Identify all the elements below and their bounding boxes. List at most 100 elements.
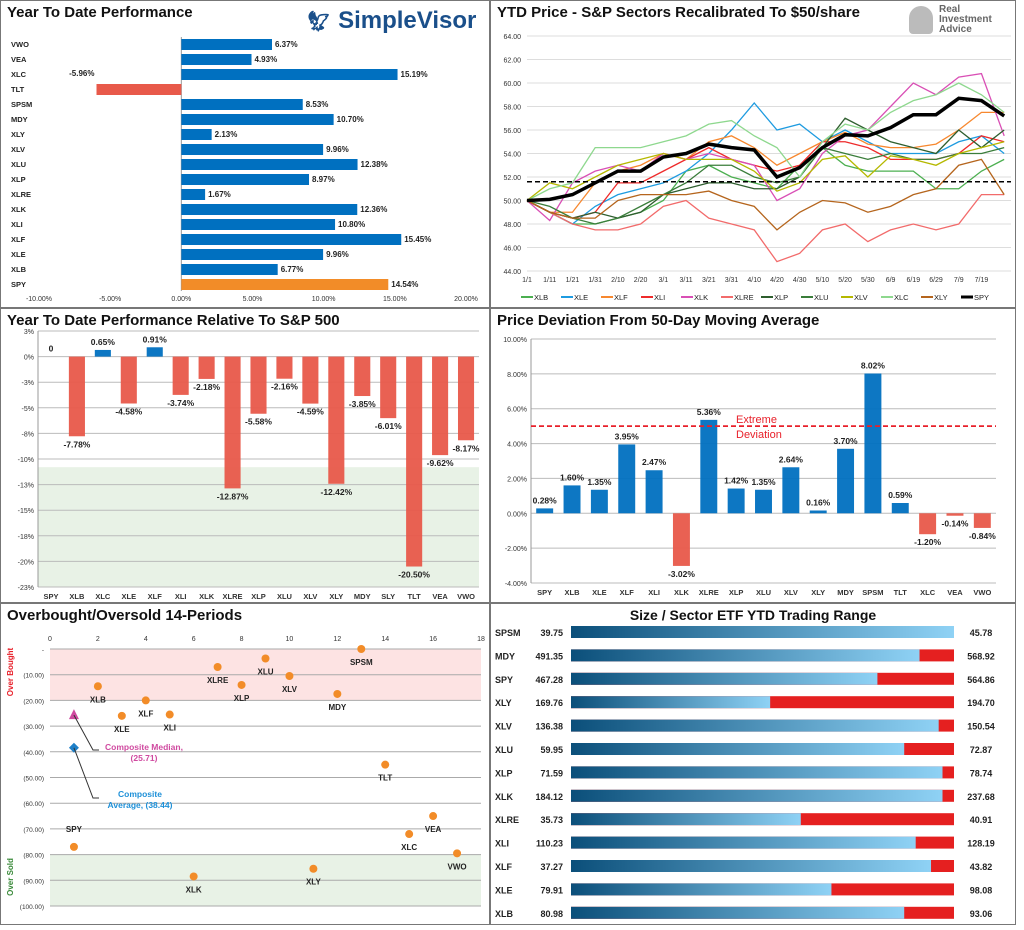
y-tick-label: -18% bbox=[18, 534, 34, 541]
low-value: 71.59 bbox=[540, 768, 563, 778]
bar bbox=[618, 444, 636, 514]
median-marker bbox=[68, 709, 79, 720]
data-label: 6.77% bbox=[281, 265, 304, 274]
ticker-label: XLU bbox=[495, 745, 513, 755]
bar bbox=[181, 219, 336, 230]
bar bbox=[891, 503, 909, 514]
data-label: 0.28% bbox=[533, 495, 558, 505]
category-label: XLC bbox=[11, 70, 27, 79]
data-label: 0 bbox=[49, 344, 54, 354]
average-label: Composite bbox=[118, 789, 162, 799]
series-line-xlre bbox=[526, 193, 1005, 263]
average-value: Average, (38.44) bbox=[108, 800, 173, 810]
chart-title: Year To Date Performance Relative To S&P… bbox=[7, 312, 340, 329]
high-value: 45.78 bbox=[970, 628, 993, 638]
x-tick-label: XLU bbox=[756, 588, 771, 597]
threshold-label: Deviation bbox=[736, 429, 782, 441]
x-tick-label: VWO bbox=[457, 592, 475, 601]
average-marker bbox=[68, 742, 79, 753]
relative-performance-panel: Year To Date Performance Relative To S&P… bbox=[0, 308, 490, 603]
bar bbox=[120, 356, 137, 404]
x-tick-label: MDY bbox=[354, 592, 371, 601]
low-value: 184.12 bbox=[535, 792, 563, 802]
point-label: TLT bbox=[378, 774, 392, 783]
category-label: XLY bbox=[11, 130, 25, 139]
point-label: SPSM bbox=[350, 658, 373, 667]
ticker-label: SPSM bbox=[495, 628, 521, 638]
x-tick-label: XLC bbox=[95, 592, 111, 601]
y-tick-label: (50.00) bbox=[23, 776, 44, 783]
data-label: -3.74% bbox=[167, 398, 194, 408]
bar bbox=[96, 84, 182, 95]
data-label: -2.16% bbox=[271, 382, 298, 392]
category-label: XLI bbox=[11, 220, 23, 229]
shaded-region bbox=[38, 467, 479, 587]
data-label: -8.17% bbox=[453, 443, 480, 453]
ria-logo: Real Investment Advice bbox=[939, 4, 992, 35]
x-tick-label: 1/31 bbox=[588, 277, 602, 284]
x-tick-label: SPY bbox=[537, 588, 552, 597]
x-tick-label: XLE bbox=[592, 588, 607, 597]
point-xlf bbox=[141, 696, 150, 705]
data-label: 1.67% bbox=[208, 190, 231, 199]
bar bbox=[181, 249, 324, 260]
bar bbox=[973, 513, 991, 528]
bar bbox=[563, 485, 581, 514]
y-tick-label: (70.00) bbox=[23, 827, 44, 834]
bar bbox=[94, 349, 111, 357]
legend-label: XLE bbox=[574, 293, 588, 302]
category-label: XLF bbox=[11, 235, 26, 244]
y-tick-label: 10.00% bbox=[503, 337, 527, 344]
eagle-icon bbox=[909, 6, 933, 34]
x-tick-label: 2/10 bbox=[611, 277, 625, 284]
y-tick-label: (20.00) bbox=[23, 698, 44, 705]
x-tick-label: VWO bbox=[973, 588, 991, 597]
range-bar-position bbox=[571, 813, 801, 826]
x-tick-label: XLV bbox=[784, 588, 798, 597]
x-tick-label: 15.00% bbox=[383, 296, 407, 303]
x-tick-label: XLE bbox=[121, 592, 136, 601]
bar bbox=[590, 489, 608, 514]
series-line-xlk bbox=[526, 72, 1005, 222]
legend-label: XLK bbox=[694, 293, 708, 302]
range-bar-position bbox=[571, 906, 905, 919]
data-label: -9.62% bbox=[427, 458, 454, 468]
low-value: 79.91 bbox=[540, 885, 563, 895]
y-tick-label: 6.00% bbox=[507, 407, 527, 414]
point-label: XLP bbox=[234, 694, 250, 703]
data-label: 2.13% bbox=[215, 130, 238, 139]
y-tick-label: 3% bbox=[24, 329, 34, 336]
y-tick-label: 62.00 bbox=[503, 58, 521, 65]
ticker-label: XLV bbox=[495, 722, 512, 732]
data-label: 12.38% bbox=[361, 160, 388, 169]
x-tick-label: 5/20 bbox=[838, 277, 852, 284]
data-label: 8.53% bbox=[306, 100, 329, 109]
legend-label: XLY bbox=[934, 293, 948, 302]
low-value: 136.38 bbox=[535, 722, 563, 732]
ticker-label: XLE bbox=[495, 885, 513, 895]
legend-label: XLV bbox=[854, 293, 868, 302]
series-line-xlp bbox=[526, 117, 1005, 219]
data-label: -0.84% bbox=[969, 531, 996, 541]
legend-label: XLF bbox=[614, 293, 628, 302]
x-tick-label: XLP bbox=[729, 588, 744, 597]
x-tick-label: SPSM bbox=[862, 588, 883, 597]
y-tick-label: 46.00 bbox=[503, 246, 521, 253]
bar bbox=[181, 264, 278, 275]
data-label: -1.20% bbox=[914, 537, 941, 547]
bar bbox=[198, 356, 215, 379]
bar bbox=[181, 189, 206, 200]
x-tick-label: MDY bbox=[837, 588, 854, 597]
range-bar-position bbox=[571, 836, 916, 849]
median-label: Composite Median, bbox=[105, 742, 183, 752]
category-label: XLU bbox=[11, 160, 26, 169]
x-tick-label: 4 bbox=[144, 636, 148, 643]
point-label: XLB bbox=[90, 695, 106, 704]
bar bbox=[672, 513, 690, 566]
high-value: 72.87 bbox=[970, 745, 993, 755]
data-label: 3.95% bbox=[615, 431, 640, 441]
point-xlu bbox=[261, 654, 270, 663]
point-label: XLK bbox=[186, 885, 202, 894]
ticker-label: MDY bbox=[495, 651, 515, 661]
low-value: 491.35 bbox=[535, 651, 563, 661]
